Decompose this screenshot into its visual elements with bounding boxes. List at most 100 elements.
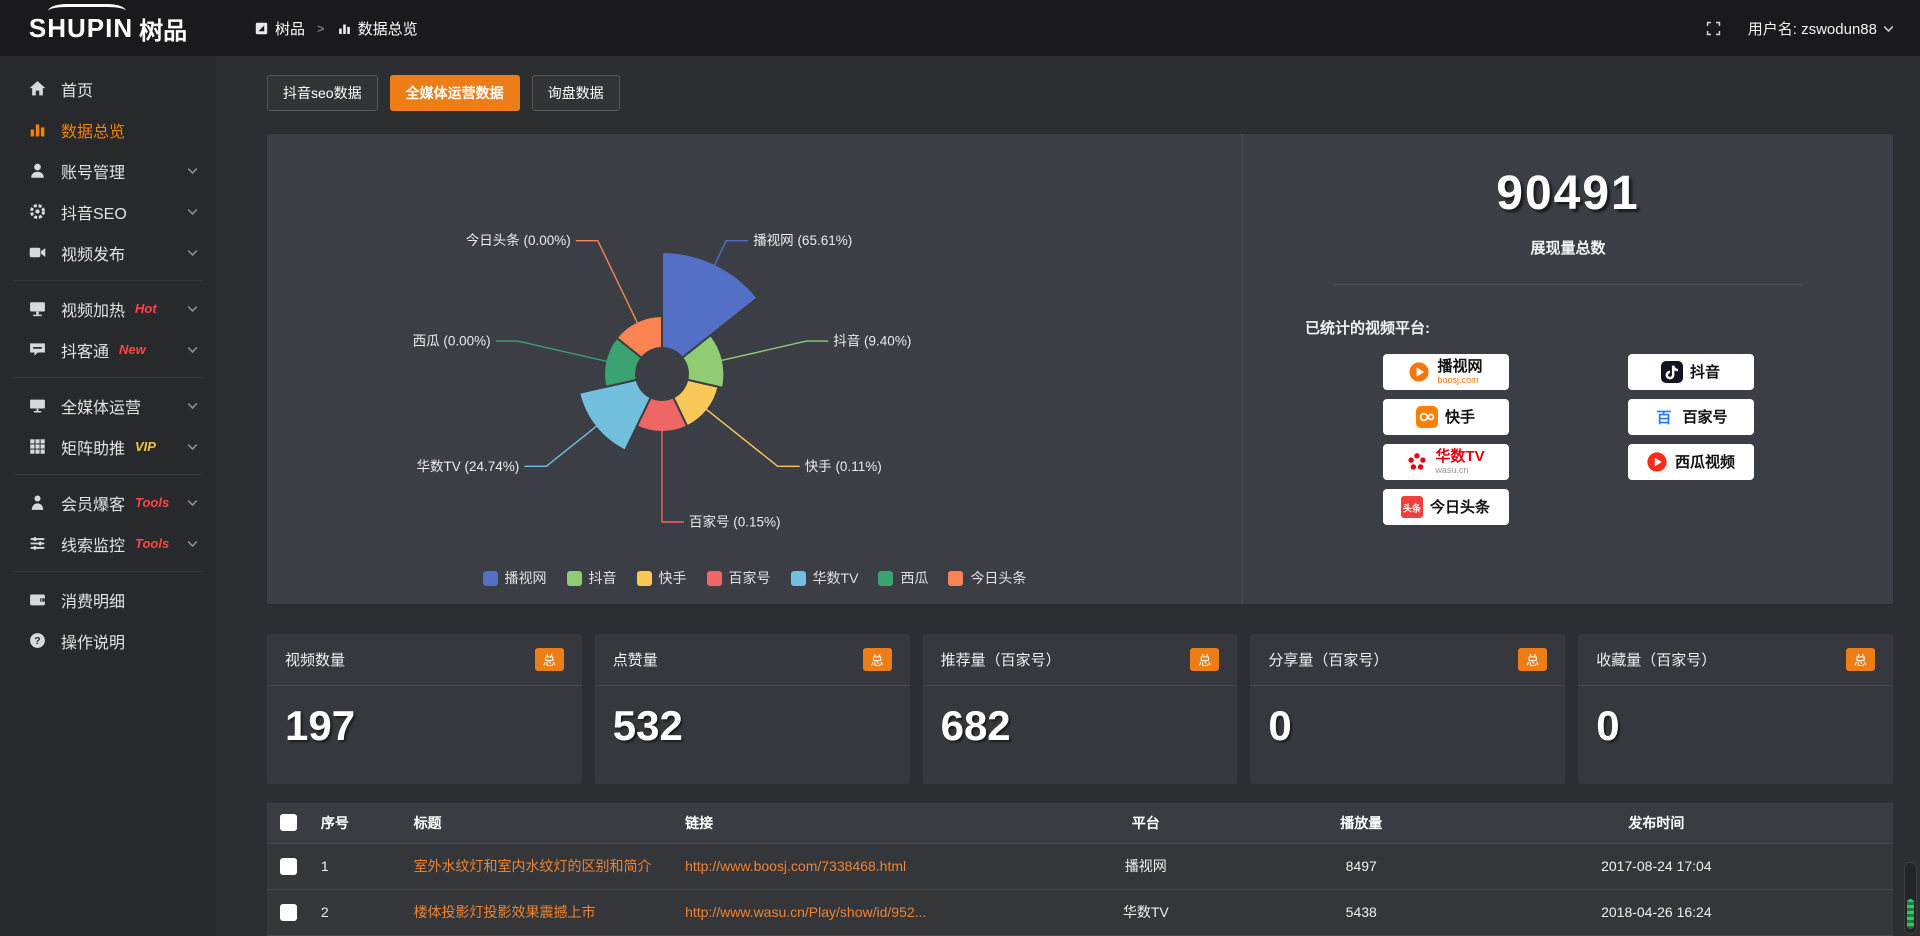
username-menu[interactable]: 用户名: zswodun88 bbox=[1748, 18, 1894, 39]
cell-plays: 8497 bbox=[1236, 842, 1487, 889]
user-icon bbox=[28, 161, 48, 181]
pie-label: 华数TV (24.74%) bbox=[417, 459, 520, 474]
legend-item-播视网[interactable]: 播视网 bbox=[482, 568, 547, 588]
page-scrollbar[interactable] bbox=[1904, 862, 1917, 934]
sidebar-item-label: 抖客通 bbox=[61, 343, 110, 361]
legend-item-今日头条[interactable]: 今日头条 bbox=[948, 568, 1026, 588]
chart-legend: 播视网 抖音 快手 百家号 华数TV 西瓜 今日头条 bbox=[267, 568, 1242, 588]
col-header: 标题 bbox=[413, 814, 442, 831]
video-title-link[interactable]: 室外水纹灯和室内水纹灯的区别和简介 bbox=[413, 858, 652, 874]
sidebar-item-label: 数据总览 bbox=[61, 123, 126, 141]
stat-card-title: 收藏量（百家号） bbox=[1596, 652, 1717, 669]
legend-label: 华数TV bbox=[812, 570, 859, 586]
svg-text:百: 百 bbox=[1657, 410, 1672, 427]
legend-item-快手[interactable]: 快手 bbox=[636, 568, 687, 588]
chevron-down-icon bbox=[187, 208, 198, 216]
app-logo-text-cn: 树品 bbox=[139, 17, 188, 45]
sidebar-item-label: 账号管理 bbox=[61, 164, 126, 182]
sidebar-item-账号管理[interactable]: 账号管理 bbox=[0, 150, 216, 191]
platform-badge-快手[interactable]: 快手 bbox=[1382, 399, 1509, 435]
stat-card-value: 682 bbox=[940, 702, 1011, 749]
row-checkbox[interactable] bbox=[280, 857, 298, 875]
sidebar-item-tag: New bbox=[119, 342, 146, 357]
pie-slice-播视网[interactable] bbox=[661, 250, 759, 360]
stat-card-推荐量（百家号）: 推荐量（百家号） 总 682 bbox=[922, 634, 1238, 784]
platform-logo-grid: 播视网 boosj.com 抖音快手 百百家号华数TV wasu.cn 西瓜视频头条 今日头… bbox=[1243, 354, 1893, 525]
sidebar-item-抖音SEO[interactable]: 抖音SEO bbox=[0, 191, 216, 232]
video-url-link[interactable]: http://www.boosj.com/7338468.html bbox=[685, 858, 907, 874]
chevron-down-icon bbox=[187, 305, 198, 313]
platform-badge-今日头条[interactable]: 头条 今日头条 bbox=[1382, 489, 1509, 525]
sidebar-item-tag: VIP bbox=[135, 439, 156, 454]
legend-swatch bbox=[636, 570, 652, 586]
platform-badge-华数TV[interactable]: 华数TV wasu.cn bbox=[1382, 444, 1509, 480]
total-badge[interactable]: 总 bbox=[1845, 648, 1875, 671]
sidebar-item-抖客通[interactable]: 抖客通 New bbox=[0, 329, 216, 370]
stat-card-视频数量: 视频数量 总 197 bbox=[267, 634, 582, 784]
table-header-row: 序号 标题 链接 平台 播放量 发布时间 bbox=[267, 803, 1893, 843]
sidebar-item-视频加热[interactable]: 视频加热 Hot bbox=[0, 288, 216, 329]
tab-询盘数据[interactable]: 询盘数据 bbox=[531, 75, 620, 111]
row-checkbox[interactable] bbox=[280, 903, 298, 921]
platform-badge-百家号[interactable]: 百百家号 bbox=[1627, 399, 1754, 435]
select-all-checkbox[interactable] bbox=[280, 814, 298, 832]
chevron-down-icon bbox=[1883, 20, 1894, 37]
sidebar-item-线索监控[interactable]: 线索监控 Tools bbox=[0, 523, 216, 564]
total-impressions-value: 90491 bbox=[1496, 167, 1640, 220]
legend-item-西瓜[interactable]: 西瓜 bbox=[878, 568, 928, 588]
sidebar-item-label: 会员爆客 bbox=[61, 496, 126, 514]
pie-slice-今日头条[interactable] bbox=[615, 314, 663, 360]
sidebar-item-操作说明[interactable]: ? 操作说明 bbox=[0, 620, 216, 661]
stat-card-value: 0 bbox=[1596, 702, 1620, 749]
fullscreen-icon[interactable] bbox=[1705, 20, 1722, 37]
legend-label: 西瓜 bbox=[900, 570, 929, 586]
sidebar-item-会员爆客[interactable]: 会员爆客 Tools bbox=[0, 482, 216, 523]
legend-item-百家号[interactable]: 百家号 bbox=[706, 568, 771, 588]
chevron-down-icon bbox=[187, 167, 198, 175]
chevron-down-icon bbox=[187, 499, 198, 507]
video-title-link[interactable]: 楼体投影灯投影效果震撼上市 bbox=[413, 904, 596, 920]
home-icon bbox=[28, 79, 48, 99]
pie-label-line bbox=[575, 239, 639, 324]
stat-card-点赞量: 点赞量 总 532 bbox=[594, 634, 910, 784]
pie-slice-华数TV[interactable] bbox=[578, 378, 653, 452]
sidebar-item-矩阵助推[interactable]: 矩阵助推 VIP bbox=[0, 426, 216, 467]
sidebar-divider bbox=[14, 377, 202, 378]
total-badge[interactable]: 总 bbox=[1518, 648, 1548, 671]
pie-label-line bbox=[713, 239, 749, 267]
sidebar-item-tag: Tools bbox=[135, 536, 170, 551]
video-url-link[interactable]: http://www.wasu.cn/Play/show/id/952... bbox=[685, 904, 927, 920]
sidebar-item-首页[interactable]: 首页 bbox=[0, 68, 216, 109]
sidebar-item-数据总览[interactable]: 数据总览 bbox=[0, 109, 216, 150]
total-badge[interactable]: 总 bbox=[862, 648, 892, 671]
legend-label: 抖音 bbox=[588, 570, 617, 586]
scrollbar-thumb[interactable] bbox=[1907, 899, 1914, 929]
cell-index: 2 bbox=[310, 888, 404, 935]
platform-subtext: boosj.com bbox=[1437, 375, 1479, 385]
total-badge[interactable]: 总 bbox=[1190, 648, 1220, 671]
legend-item-华数TV[interactable]: 华数TV bbox=[790, 568, 859, 588]
platform-badge-抖音[interactable]: 抖音 bbox=[1627, 354, 1754, 390]
sidebar-item-label: 全媒体运营 bbox=[61, 399, 142, 417]
cell-index: 1 bbox=[310, 842, 404, 889]
col-header: 播放量 bbox=[1340, 814, 1383, 831]
total-badge[interactable]: 总 bbox=[534, 648, 564, 671]
tab-全媒体运营数据[interactable]: 全媒体运营数据 bbox=[389, 75, 520, 111]
platform-name: 华数TV bbox=[1435, 448, 1485, 465]
platform-badge-西瓜视频[interactable]: 西瓜视频 bbox=[1627, 444, 1754, 480]
sidebar-item-全媒体运营[interactable]: 全媒体运营 bbox=[0, 385, 216, 426]
sidebar-item-label: 矩阵助推 bbox=[61, 440, 126, 458]
tab-抖音seo数据[interactable]: 抖音seo数据 bbox=[267, 75, 378, 111]
cell-platform: 播视网 bbox=[1055, 842, 1237, 889]
breadcrumb-item[interactable]: 树品 bbox=[254, 18, 305, 39]
breadcrumb-item[interactable]: 数据总览 bbox=[337, 18, 418, 39]
platform-badge-播视网[interactable]: 播视网 boosj.com bbox=[1382, 354, 1509, 390]
platform-share-rose-chart: 播视网 (65.61%) 抖音 (9.40%) 快手 (0.11%) 百家号 (0.1… bbox=[267, 134, 1242, 604]
pie-slice-抖音[interactable] bbox=[680, 333, 726, 390]
sidebar-item-label: 视频加热 bbox=[61, 302, 126, 320]
sidebar-item-视频发布[interactable]: 视频发布 bbox=[0, 232, 216, 273]
legend-item-抖音[interactable]: 抖音 bbox=[566, 568, 617, 588]
cell-platform: 华数TV bbox=[1055, 888, 1237, 935]
sidebar-item-消费明细[interactable]: 消费明细 bbox=[0, 579, 216, 620]
total-impressions-label: 展现量总数 bbox=[1530, 240, 1606, 257]
